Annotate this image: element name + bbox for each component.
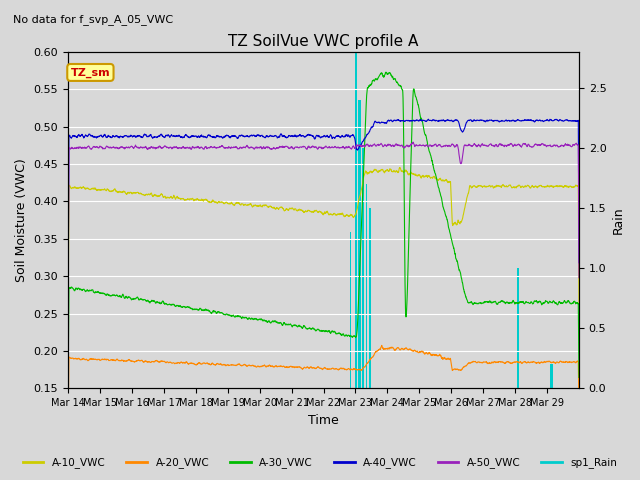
Legend: A-10_VWC, A-20_VWC, A-30_VWC, A-40_VWC, A-50_VWC, sp1_Rain: A-10_VWC, A-20_VWC, A-30_VWC, A-40_VWC, … bbox=[19, 453, 621, 472]
Text: No data for f_svp_A_05_VWC: No data for f_svp_A_05_VWC bbox=[13, 14, 173, 25]
Y-axis label: Soil Moisture (VWC): Soil Moisture (VWC) bbox=[15, 158, 28, 282]
Text: TZ_sm: TZ_sm bbox=[70, 67, 110, 78]
Title: TZ SoilVue VWC profile A: TZ SoilVue VWC profile A bbox=[228, 34, 419, 49]
X-axis label: Time: Time bbox=[308, 414, 339, 427]
Y-axis label: Rain: Rain bbox=[612, 206, 625, 234]
